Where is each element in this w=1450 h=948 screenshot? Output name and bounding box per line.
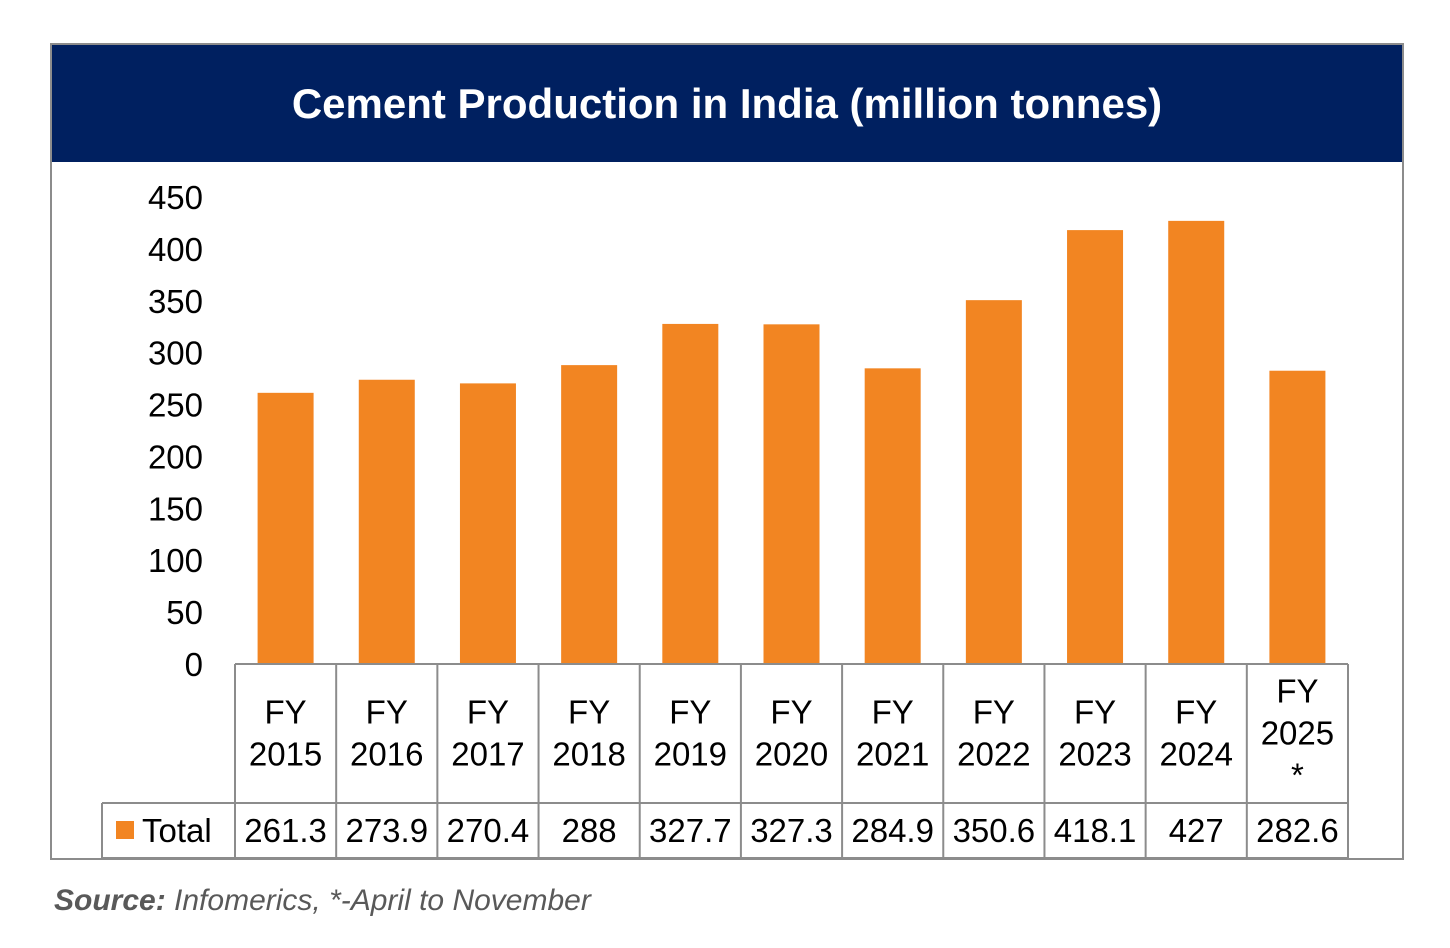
- x-category-label: 2024: [1160, 736, 1233, 773]
- bar: [1067, 230, 1124, 665]
- chart-title-bar: Cement Production in India (million tonn…: [52, 45, 1402, 162]
- data-table-value: 284.9: [851, 812, 934, 849]
- x-category-label: FY: [973, 694, 1015, 731]
- data-table-value: 261.3: [244, 812, 327, 849]
- y-tick-label: 100: [148, 542, 203, 579]
- y-tick-label: 250: [148, 387, 203, 424]
- x-category-label: FY: [467, 694, 509, 731]
- x-category-label: 2025: [1261, 715, 1334, 752]
- x-category-label: FY: [366, 694, 408, 731]
- y-tick-label: 450: [148, 179, 203, 216]
- x-category-label: 2015: [249, 736, 322, 773]
- y-tick-label: 150: [148, 490, 203, 527]
- y-tick-label: 300: [148, 335, 203, 372]
- data-table-value: 270.4: [447, 812, 530, 849]
- x-category-label: 2022: [957, 736, 1030, 773]
- x-category-label: 2023: [1058, 736, 1131, 773]
- bar: [561, 365, 618, 664]
- data-table-value: 273.9: [345, 812, 428, 849]
- bar: [763, 324, 820, 664]
- x-category-label: FY: [770, 694, 812, 731]
- bar: [864, 368, 921, 664]
- x-category-label: 2019: [654, 736, 727, 773]
- x-category-label: 2018: [552, 736, 625, 773]
- x-category-label: 2020: [755, 736, 828, 773]
- legend-label-total: Total: [142, 812, 212, 849]
- data-table-value: 288: [562, 812, 617, 849]
- data-table-value: 327.3: [750, 812, 833, 849]
- x-category-label: FY: [265, 694, 307, 731]
- data-table-value: 327.7: [649, 812, 732, 849]
- x-category-label: FY: [1074, 694, 1116, 731]
- bar: [358, 379, 415, 664]
- x-category-label: FY: [872, 694, 914, 731]
- x-category-label: 2017: [451, 736, 524, 773]
- data-table-value: 427: [1169, 812, 1224, 849]
- bar: [1168, 220, 1225, 664]
- data-table-value: 418.1: [1054, 812, 1137, 849]
- x-category-label: *: [1291, 757, 1304, 794]
- x-category-label: FY: [669, 694, 711, 731]
- y-tick-label: 200: [148, 438, 203, 475]
- bar: [662, 323, 719, 664]
- source-note: Source: Infomerics, *-April to November: [54, 884, 591, 918]
- x-category-label: FY: [1175, 694, 1217, 731]
- x-category-label: 2021: [856, 736, 929, 773]
- x-category-label: 2016: [350, 736, 423, 773]
- bar: [257, 392, 314, 664]
- source-text: Infomerics, *-April to November: [165, 884, 591, 917]
- bar: [965, 300, 1022, 664]
- chart-title: Cement Production in India (million tonn…: [291, 79, 1163, 127]
- y-tick-label: 0: [185, 646, 203, 683]
- y-tick-label: 50: [166, 594, 203, 631]
- y-tick-label: 350: [148, 283, 203, 320]
- legend-swatch: [116, 821, 134, 839]
- x-category-label: FY: [1276, 673, 1318, 710]
- bar: [459, 383, 516, 664]
- data-table-value: 350.6: [953, 812, 1036, 849]
- y-tick-label: 400: [148, 231, 203, 268]
- bar: [1269, 370, 1326, 664]
- data-table-value: 282.6: [1256, 812, 1339, 849]
- source-label: Source:: [54, 884, 166, 917]
- x-category-label: FY: [568, 694, 610, 731]
